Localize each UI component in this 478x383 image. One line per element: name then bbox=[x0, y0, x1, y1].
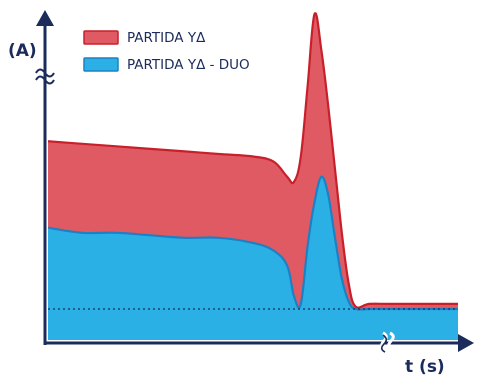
x-axis bbox=[44, 331, 474, 354]
legend: PARTIDA YΔ PARTIDA YΔ - DUO bbox=[83, 30, 250, 73]
y-axis bbox=[35, 10, 55, 345]
legend-label-partida: PARTIDA YΔ bbox=[127, 30, 206, 46]
y-axis-label: (A) bbox=[8, 41, 37, 61]
line-partida bbox=[47, 12, 458, 309]
y-axis-break bbox=[35, 68, 55, 85]
area-partida-duo bbox=[48, 176, 458, 340]
x-axis-label: t (s) bbox=[405, 357, 445, 377]
legend-swatch-partida-duo bbox=[83, 57, 119, 72]
x-axis-arrow bbox=[458, 334, 474, 352]
y-axis-arrow bbox=[36, 10, 54, 26]
legend-label-partida-duo: PARTIDA YΔ - DUO bbox=[127, 57, 250, 73]
legend-swatch-partida bbox=[83, 30, 119, 45]
